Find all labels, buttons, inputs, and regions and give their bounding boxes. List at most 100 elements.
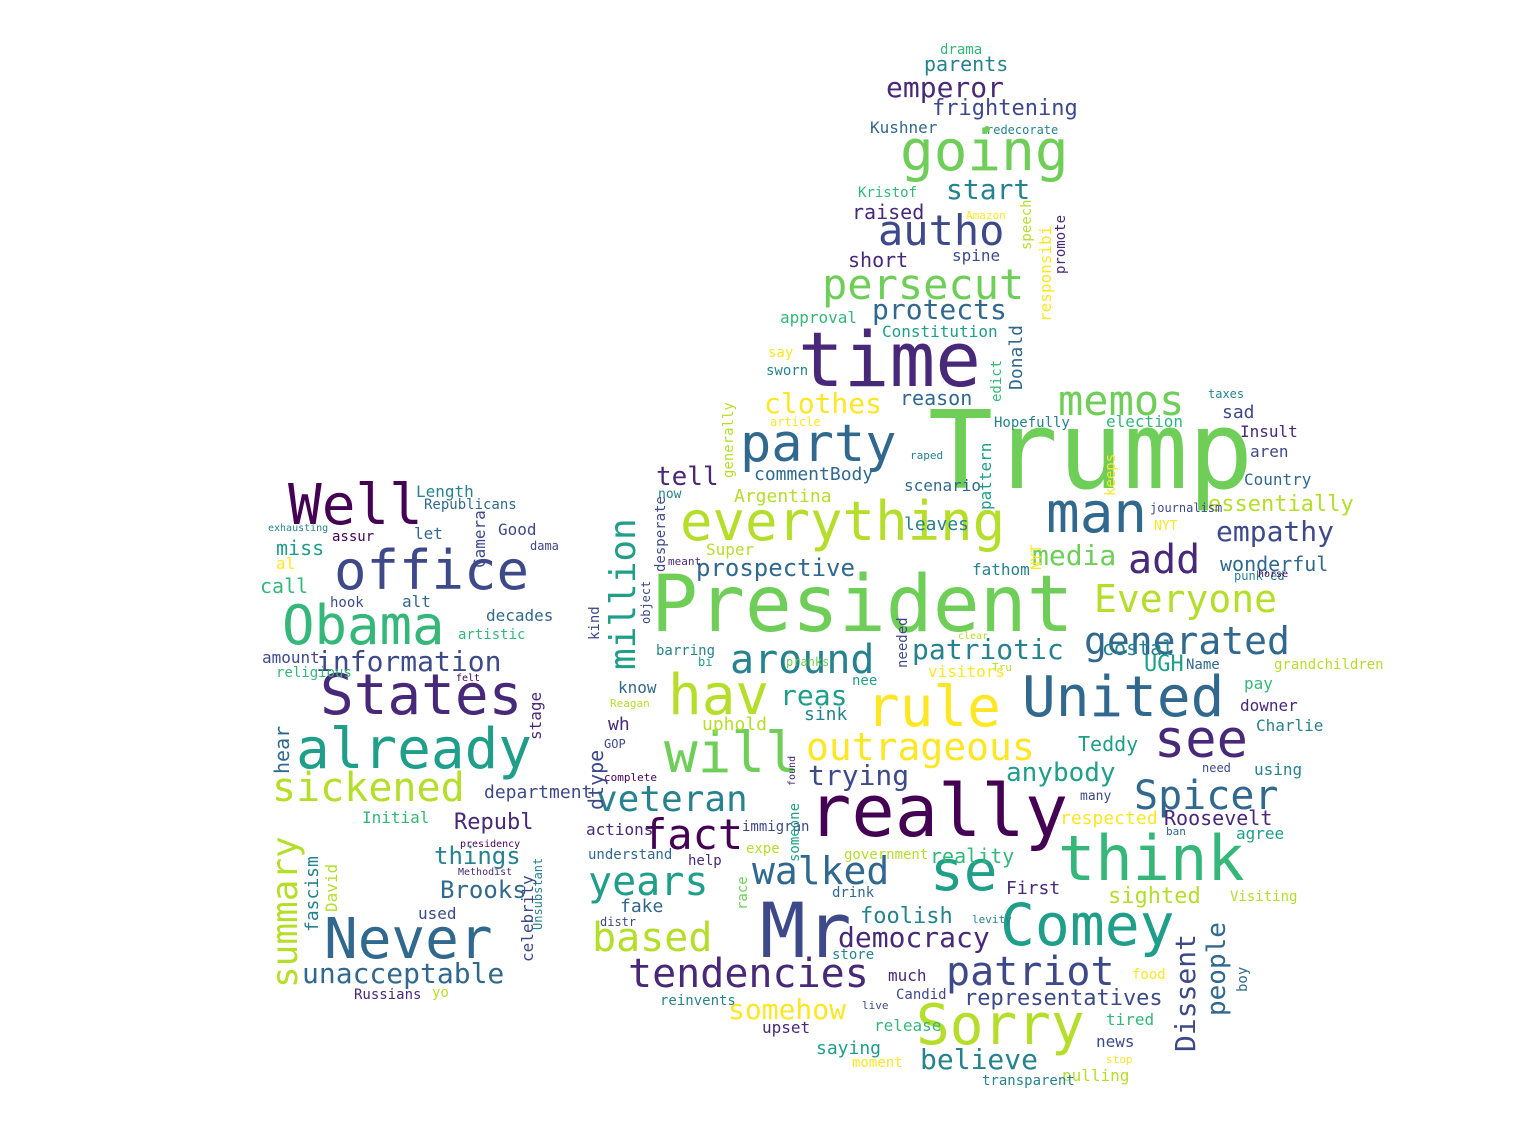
word: say — [768, 345, 794, 361]
word: distr — [600, 915, 637, 929]
word: clear — [958, 631, 989, 642]
word: drama — [940, 42, 983, 58]
word: moment — [852, 1055, 903, 1071]
word: horse — [1258, 569, 1289, 580]
word: keeps — [1103, 453, 1119, 496]
word: article — [770, 415, 821, 429]
word: now — [658, 487, 682, 502]
word: live — [862, 999, 889, 1012]
word: generally — [721, 402, 737, 478]
word: presidency — [460, 839, 521, 850]
word: pattern — [976, 442, 995, 510]
word: fathom — [972, 560, 1030, 579]
word: spine — [952, 246, 1001, 265]
word: dama — [530, 539, 559, 553]
word: Argentina — [734, 486, 832, 507]
word: President — [651, 560, 1074, 650]
word: commentBody — [754, 464, 874, 485]
word: aren — [1250, 442, 1289, 461]
word: representatives — [964, 986, 1163, 1011]
word: news — [1096, 1032, 1135, 1051]
word: approval — [780, 308, 858, 327]
word: Camera — [470, 510, 489, 568]
word: tell — [656, 462, 719, 492]
word: information — [316, 645, 502, 678]
word: really — [808, 769, 1069, 853]
word: much — [888, 966, 927, 985]
word: Length — [416, 482, 474, 501]
word: Sorry — [916, 993, 1085, 1058]
word: trying — [808, 759, 910, 792]
word: miss — [276, 536, 325, 560]
word: agree — [1236, 824, 1285, 843]
word: drink — [832, 885, 875, 901]
word: Initial — [362, 808, 430, 827]
word: exhausting — [268, 523, 329, 534]
word: sink — [804, 704, 848, 725]
word: know — [618, 678, 657, 697]
word: years — [588, 859, 709, 905]
word: short — [848, 248, 909, 272]
word: sworn — [766, 363, 809, 379]
word: actions — [586, 820, 654, 839]
word: bi — [698, 655, 713, 669]
word: unacceptable — [302, 957, 505, 990]
word: felt — [456, 673, 481, 684]
word: NYT — [1154, 519, 1178, 534]
word: Well — [288, 473, 423, 538]
word: race — [735, 876, 751, 910]
word: Kristof — [858, 185, 918, 201]
word: people — [1202, 922, 1232, 1016]
word: pay — [1244, 674, 1273, 693]
word: Teddy — [1078, 732, 1139, 756]
word: fact — [642, 810, 744, 859]
word: Dissent — [1169, 933, 1202, 1052]
word: everything — [680, 490, 1006, 553]
word: somehow — [728, 993, 847, 1026]
word: foolish — [860, 904, 953, 929]
word: things — [434, 842, 521, 870]
word: help — [688, 853, 722, 869]
word: alt — [402, 592, 431, 611]
dot-mark — [984, 126, 990, 132]
word: downer — [1240, 696, 1298, 715]
word: meant — [668, 555, 702, 568]
word: Republ — [454, 810, 534, 835]
word: al — [276, 554, 296, 573]
word: Good — [498, 520, 537, 539]
word: ban — [1166, 825, 1186, 838]
word: Donald — [1006, 324, 1027, 390]
word: raised — [852, 200, 925, 224]
word: Mr — [760, 886, 852, 975]
word: Russians — [354, 987, 422, 1003]
word: election — [1106, 412, 1184, 431]
word: think — [1058, 822, 1245, 895]
word: Reagan — [610, 697, 650, 710]
word: reinvents — [660, 993, 736, 1009]
word: raped — [910, 449, 944, 462]
word: religious — [276, 665, 352, 681]
word: anybody — [1006, 758, 1116, 788]
word: assur — [332, 529, 375, 545]
word: government — [844, 847, 929, 863]
word: empathy — [1216, 515, 1335, 548]
word: patriotic — [912, 633, 1064, 666]
word: call — [260, 574, 309, 598]
word: Super — [706, 540, 755, 559]
word: Brooks — [440, 876, 527, 904]
word: tendencies — [628, 951, 869, 997]
word: uphold — [702, 714, 768, 735]
word: Roosevelt — [1164, 806, 1273, 830]
word: emperor — [886, 71, 1005, 104]
word: redecorate — [986, 123, 1059, 137]
word: celebrity — [518, 875, 537, 962]
word: Insult — [1240, 422, 1298, 441]
word: pulling — [1062, 1066, 1130, 1085]
word: Tru — [992, 661, 1012, 674]
word: summary — [265, 836, 306, 988]
word: Spicer — [1134, 773, 1279, 819]
word: decades — [486, 606, 554, 625]
word: Amazon — [966, 209, 1006, 222]
word: time — [798, 315, 982, 404]
